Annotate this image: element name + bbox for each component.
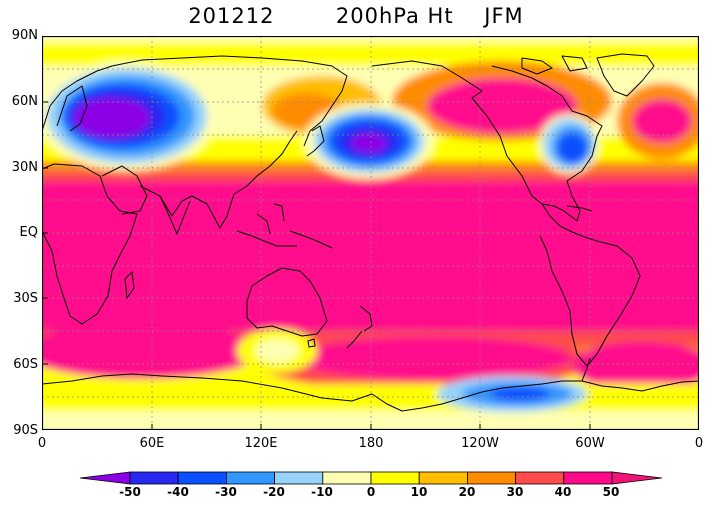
title-date: 201212 — [188, 4, 275, 28]
lon-label-0: 0 — [37, 436, 47, 451]
lat-label-90n: 90N — [11, 28, 38, 43]
lat-label-eq: EQ — [19, 225, 38, 240]
lon-label-180: 180 — [358, 436, 384, 451]
colorbar-tick-minus10: -10 — [311, 485, 333, 499]
colorbar-tick-minus50: -50 — [119, 485, 141, 499]
colorbar-segment — [129, 471, 179, 485]
colorbar-segment — [80, 471, 131, 485]
title-variable: 200hPa Ht — [335, 4, 454, 28]
colorbar-segment — [466, 471, 516, 485]
anomaly-map — [42, 36, 699, 430]
colorbar-tick-10: 10 — [410, 485, 428, 499]
map-title: 201212 200hPa Ht JFM — [0, 4, 712, 28]
colorbar-segment — [370, 471, 420, 485]
lon-label-0-east: 0 — [694, 436, 704, 451]
lon-label-60w: 60W — [575, 436, 605, 451]
colorbar-segment — [225, 471, 275, 485]
lon-label-60e: 60E — [139, 436, 165, 451]
title-season: JFM — [484, 4, 524, 28]
colorbar-segment — [611, 471, 663, 485]
colorbar-tick-minus20: -20 — [263, 485, 285, 499]
colorbar-tick-20: 20 — [458, 485, 476, 499]
gridlines — [42, 36, 699, 430]
colorbar-segment — [177, 471, 227, 485]
colorbar-tick-minus40: -40 — [167, 485, 189, 499]
colorbar-tick-0: 0 — [366, 485, 376, 499]
lat-label-90s: 90S — [13, 423, 38, 438]
coastlines — [42, 53, 699, 412]
lon-label-120w: 120W — [461, 436, 499, 451]
colorbar-segment — [563, 471, 613, 485]
lat-label-60s: 60S — [13, 357, 38, 372]
colorbar-tick-30: 30 — [506, 485, 524, 499]
lon-label-120e: 120E — [244, 436, 278, 451]
colorbar-segment — [515, 471, 565, 485]
colorbar-segment — [274, 471, 324, 485]
colorbar-tick-50: 50 — [602, 485, 620, 499]
colorbar-segment — [418, 471, 468, 485]
colorbar — [80, 471, 663, 485]
lat-label-60n: 60N — [11, 94, 38, 109]
lat-label-30n: 30N — [11, 160, 38, 175]
lat-label-30s: 30S — [13, 291, 38, 306]
axis-ticks — [42, 101, 591, 430]
colorbar-segments — [80, 471, 663, 485]
colorbar-tick-minus30: -30 — [215, 485, 237, 499]
anomaly-field — [42, 36, 699, 430]
colorbar-tick-40: 40 — [554, 485, 572, 499]
colorbar-segment — [322, 471, 372, 485]
